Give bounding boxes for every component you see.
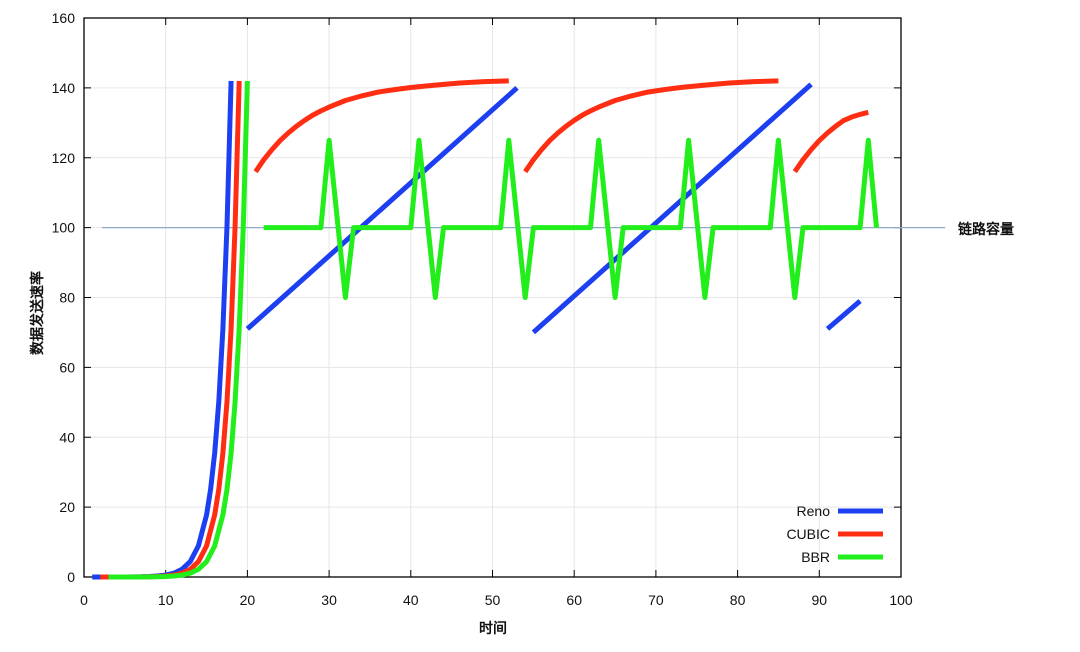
x-axis-title: 时间 [479,620,507,637]
y-tick-label: 20 [59,499,75,515]
bbr-line-segment-1 [108,80,250,580]
x-tick-label: 20 [240,592,256,608]
legend-label: CUBIC [786,526,830,542]
y-tick-label: 120 [52,150,76,166]
x-tick-labels: 0 10 20 30 40 50 60 70 80 90 100 [80,592,913,608]
y-tick-label: 60 [59,359,75,375]
series-lines [92,78,879,580]
legend-label: Reno [797,503,831,519]
y-tick-labels: 0 20 40 60 80 100 120 140 160 [52,10,76,585]
legend: Reno CUBIC BBR [786,503,883,565]
link-capacity-label: 链路容量 [958,221,1014,238]
x-tick-label: 40 [403,592,419,608]
x-tick-label: 100 [889,592,913,608]
y-tick-label: 160 [52,10,76,26]
y-tick-label: 80 [59,290,75,306]
y-axis-title: 数据发送速率 [29,271,46,355]
y-tick-label: 40 [59,429,75,445]
y-tick-label: 0 [67,569,75,585]
y-tick-label: 140 [52,80,76,96]
legend-entry-cubic: CUBIC [786,526,883,542]
reno-line-segment-1 [92,80,234,580]
legend-entry-reno: Reno [797,503,883,519]
cubic-line-segment-3 [523,78,779,174]
x-tick-label: 30 [321,592,337,608]
x-tick-label: 60 [566,592,582,608]
reno-line-segment-2 [245,86,519,331]
reno-line-segment-3 [531,82,813,335]
legend-entry-bbr: BBR [801,549,883,565]
x-tick-label: 50 [485,592,501,608]
bbr-line-segment-2 [263,137,879,300]
grid-lines [84,18,901,577]
cubic-line-segment-2 [253,78,509,174]
x-tick-label: 90 [812,592,828,608]
reno-line-segment-4 [825,299,862,331]
x-tick-label: 0 [80,592,88,608]
y-tick-label: 100 [52,220,76,236]
legend-label: BBR [801,549,830,565]
x-tick-label: 10 [158,592,174,608]
x-tick-label: 70 [648,592,664,608]
cubic-line-segment-4 [792,109,869,174]
x-tick-label: 80 [730,592,746,608]
cubic-line-segment-1 [100,80,242,580]
